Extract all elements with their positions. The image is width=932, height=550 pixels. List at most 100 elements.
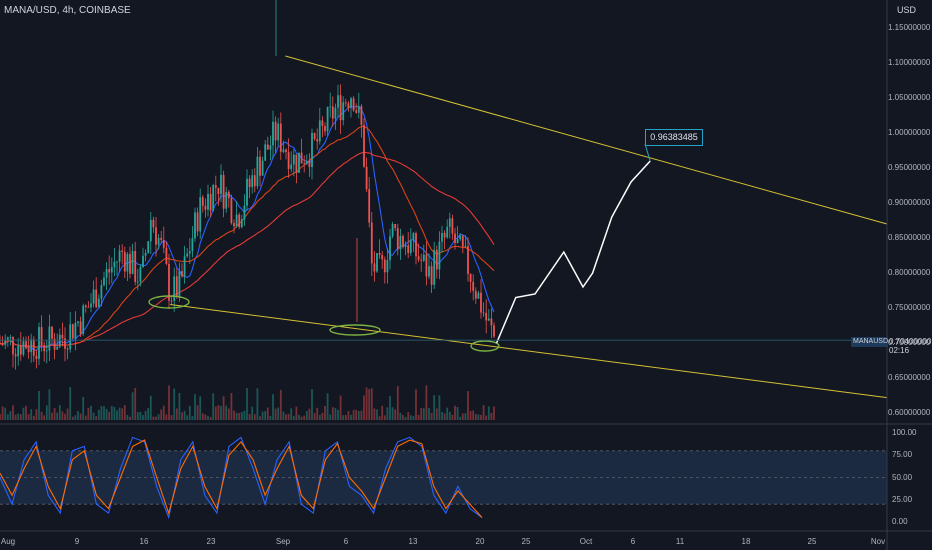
candle-body: [253, 175, 256, 187]
moving-averages: [0, 105, 495, 351]
candle-body: [178, 271, 181, 298]
moving-average-line: [0, 125, 495, 348]
volume-bar: [334, 407, 337, 420]
volume-bar: [84, 415, 87, 420]
volume-bar: [448, 411, 451, 420]
touch-highlight: [470, 340, 500, 352]
volume-bar: [261, 411, 264, 420]
candle-body: [438, 241, 441, 270]
volume-bar: [472, 410, 475, 420]
volume-bar: [477, 414, 480, 420]
candle-body: [188, 251, 191, 254]
volume-bar: [170, 415, 173, 420]
candle-body: [269, 145, 272, 150]
candle-body: [443, 232, 446, 238]
candle-body: [191, 238, 194, 252]
candle-body: [279, 123, 282, 152]
volume-bar: [6, 414, 9, 420]
candle-body: [103, 277, 105, 286]
candle-body: [32, 339, 35, 356]
volume-bar: [259, 416, 261, 420]
volume-bar: [415, 389, 417, 420]
candle-body: [227, 192, 230, 198]
candle-body: [303, 163, 306, 165]
volume-bar: [181, 412, 183, 420]
volume-bar: [467, 391, 469, 420]
candle-body: [240, 219, 243, 228]
volume-bar: [90, 405, 92, 420]
volume-bar: [79, 413, 82, 420]
volume-bar: [305, 411, 308, 420]
volume-bar: [446, 407, 449, 420]
volume-bar: [321, 412, 324, 420]
volume-bar: [485, 415, 488, 420]
volume-bar: [378, 416, 381, 420]
candle-body: [105, 269, 108, 278]
volume-bar: [360, 410, 363, 420]
volume-bar: [350, 414, 352, 420]
volume-bar: [430, 412, 433, 420]
candle-body: [186, 253, 189, 257]
price-tick-label: 0.80000000: [888, 268, 931, 277]
volume-bar: [318, 414, 321, 420]
candle-body: [352, 98, 355, 111]
candle-body: [142, 255, 144, 267]
candle-body: [370, 222, 373, 264]
volume-bar: [149, 395, 152, 420]
volume-bar: [339, 395, 342, 420]
candle-body: [162, 239, 165, 248]
candle-body: [391, 224, 394, 237]
volume-bar: [142, 415, 144, 420]
candle-body: [149, 219, 152, 242]
candle-body: [77, 321, 79, 323]
volume-bar: [168, 385, 170, 420]
date-tick-label: 25: [521, 537, 531, 546]
volume-bar: [45, 405, 48, 420]
volume-bar: [35, 409, 38, 420]
volume-bar: [391, 407, 394, 420]
candle-body: [87, 307, 90, 308]
volume-bar: [220, 406, 222, 420]
candles: [0, 0, 495, 370]
candle-body: [14, 354, 17, 357]
candle-body: [378, 253, 381, 255]
candle-body: [173, 276, 176, 301]
candle-body: [331, 106, 334, 119]
candle-body: [233, 223, 235, 227]
candle-body: [487, 318, 490, 321]
volume-bar: [178, 392, 181, 420]
candle-body: [9, 336, 12, 338]
candle-body: [448, 218, 451, 227]
candle-body: [84, 305, 87, 308]
volume-bar: [316, 407, 319, 420]
volume-bar: [230, 393, 233, 420]
volume-bar: [160, 409, 163, 420]
osc-series-line: [0, 436, 483, 520]
price-tick-label: 1.00000000: [888, 128, 931, 137]
target-price-callout[interactable]: 0.96383485: [645, 129, 703, 146]
volume-bar: [386, 407, 389, 420]
candle-body: [209, 193, 212, 211]
volume-bar: [451, 414, 454, 420]
touch-highlight: [329, 324, 381, 336]
candle-body: [422, 254, 425, 261]
candle-body: [415, 233, 417, 257]
candle-body: [383, 259, 386, 273]
osc-tick-label: 0.00: [892, 517, 908, 526]
volume-bar: [25, 405, 27, 420]
volume-bar: [9, 411, 12, 420]
candle-body: [199, 197, 202, 232]
candle-body: [97, 298, 100, 308]
candle-body: [386, 260, 389, 273]
volume-bar: [183, 410, 186, 420]
volume-bar: [438, 395, 441, 420]
candle-body: [261, 160, 264, 176]
candle-body: [27, 348, 30, 353]
candle-body: [493, 325, 495, 337]
candle-body: [12, 336, 14, 355]
symbol-title: MANA/USD, 4h, COINBASE: [4, 5, 131, 16]
candle-body: [334, 107, 337, 119]
candle-body: [22, 341, 25, 355]
candle-body: [365, 166, 368, 190]
